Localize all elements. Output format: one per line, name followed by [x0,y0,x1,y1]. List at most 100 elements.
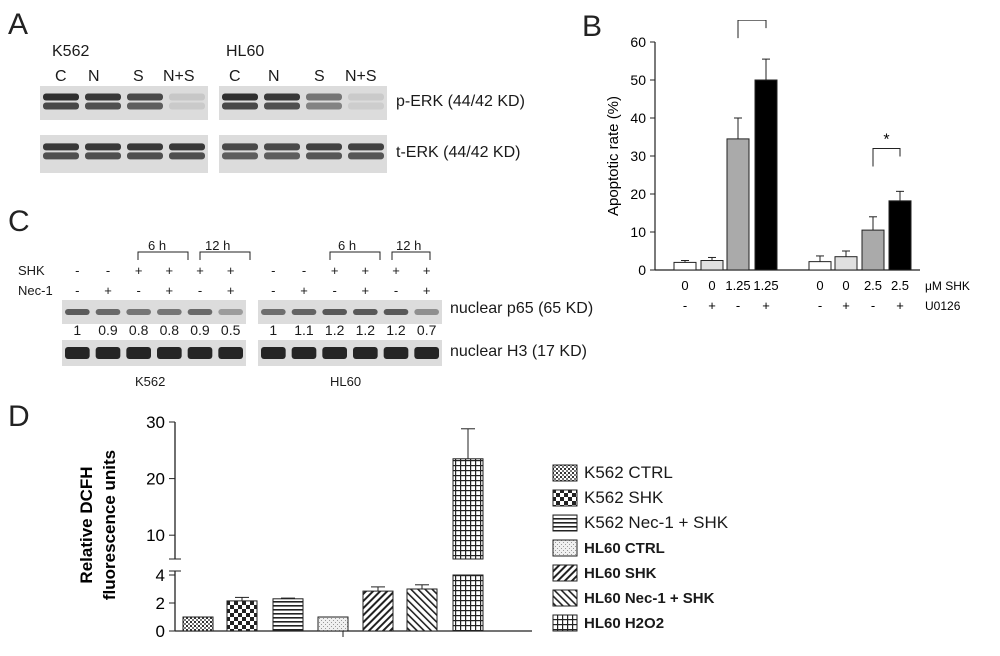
p65-ratio-hl60: 1.2 [386,322,406,338]
legend-item: HL60 CTRL [552,537,665,559]
blot-band [348,143,384,151]
blot-band [43,93,79,101]
shk-sign: - [105,263,111,278]
cell-label-hl60: HL60 [330,374,362,389]
blot-band [291,309,317,315]
x-tick-label-u0126: - [683,298,687,313]
lane-label: C [229,68,241,85]
shk-sign: + [165,263,174,278]
legend-label: K562 Nec-1 + SHK [584,513,729,532]
shk-sign: + [226,263,235,278]
x-tick-label-shk: 0 [816,278,823,293]
nec1-sign: + [226,283,235,298]
bar [700,260,724,271]
nec1-sign: - [136,283,141,298]
blot-band [95,347,121,359]
bar [226,600,258,632]
shk-sign: - [301,263,307,278]
blot-band [169,152,205,160]
legend-swatch [552,464,578,482]
blot-band [291,347,317,359]
nec1-sign: + [361,283,370,298]
blot-band [264,93,300,101]
cell-label-k562: K562 [135,374,166,389]
legend-item: K562 Nec-1 + SHK [552,512,728,534]
blot-background [258,340,442,366]
legend-swatch [552,614,578,632]
time-label-6h: 6 h [338,238,357,253]
nec1-sign: - [271,283,276,298]
shk-sign: + [196,263,204,278]
panel-a-letter: A [8,8,29,41]
y-axis-label-line2: fluorescence units [100,450,119,600]
y-tick-label: 10 [146,526,165,545]
legend-label: HL60 Nec-1 + SHK [584,589,715,607]
y-tick-label: 20 [630,186,646,202]
nec1-sign: + [104,283,112,298]
time-label-12h: 12 h [205,238,231,253]
lane-label: N [88,68,100,85]
y-tick-label: 40 [630,110,646,126]
blot-band [187,347,213,359]
lane-label: N+S [345,68,377,85]
pERK-blot-hl60 [219,86,387,120]
p65-blot-k562 [62,300,246,324]
nec1-sign: + [422,283,431,298]
lane-label: N [268,68,280,85]
legend-label: K562 CTRL [584,463,673,482]
p65-ratio-k562: 0.5 [220,322,241,338]
bar [406,588,438,632]
p65-ratio-hl60: 1.2 [355,322,376,338]
blot-band [43,143,79,151]
blot-band [222,152,258,160]
y-tick-label: 30 [630,148,646,164]
blot-band [306,93,342,101]
shk-sign: - [75,263,80,278]
blot-band [353,309,378,315]
blot-band [222,143,258,151]
x-tick-label-u0126: + [896,298,904,313]
legend-swatch [552,564,578,582]
time-brackets [137,251,431,260]
nec1-sign: - [332,283,337,298]
y-tick-label: 0 [638,262,646,278]
blot-band [85,93,121,101]
x-tick-label-shk: 1.25 [725,278,750,293]
bar [182,616,214,632]
p65-ratio-hl60: 1 [269,322,278,338]
blot-band [383,309,409,315]
p65-ratio-hl60: 1.2 [324,322,345,338]
bar [834,256,858,271]
blot-band [95,309,121,315]
blot-band [222,102,258,110]
blot-band [169,93,205,101]
blot-band [264,152,300,160]
x-tick-label-u0126: + [842,298,850,313]
blot-band [348,102,384,110]
tERK-blot-k562 [40,135,208,173]
shk-sign: + [422,263,431,278]
legend-item: K562 CTRL [552,462,673,484]
nec1-sign: - [197,283,203,298]
bar [673,261,697,271]
shk-sign: + [134,263,143,278]
blot-band [85,143,121,151]
lane-label: S [314,68,325,85]
blot-band [322,347,347,359]
y-tick-label: 10 [630,224,646,240]
bar [317,616,349,632]
blot-band [222,93,258,101]
nec1-sign: + [300,283,308,298]
k562-title: K562 [52,43,90,60]
nec1-sign: - [75,283,80,298]
blot-band [261,309,286,315]
row-label-nec1: Nec-1 [18,283,53,298]
blot-label-h3: nuclear H3 (17 KD) [450,343,587,360]
legend-swatch [552,514,578,532]
legend-swatch [552,489,578,507]
dcfh-bar-chart: Relative DCFH fluorescence units 0 2 4 10 20 30 [77,413,532,641]
bar [888,200,912,271]
p65-ratio-k562: 0.9 [190,322,210,338]
x-tick-label-u0126: - [871,298,875,313]
bar [861,229,885,271]
